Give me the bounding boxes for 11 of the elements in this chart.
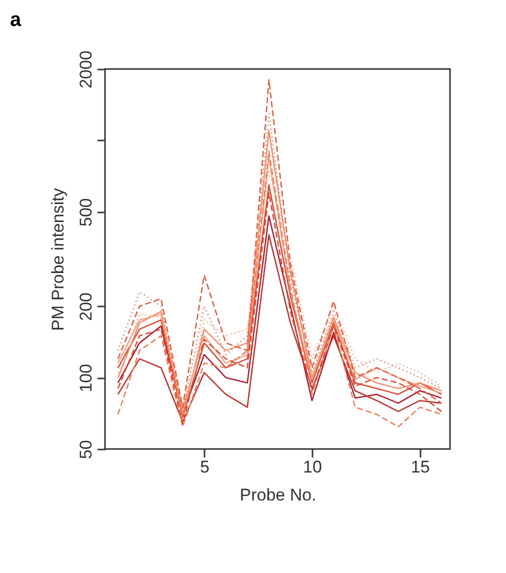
x-axis-title: Probe No. [240,486,316,504]
chart-title: a [10,9,22,32]
y-axis-title: PM Probe intensity [48,188,68,331]
x-tick-label: 5 [200,458,210,476]
y-tick-label: 50 [76,440,96,459]
y-tick-label: 200 [76,292,96,321]
y-tick-label: 100 [76,364,96,392]
x-tick-label: 15 [410,458,430,476]
y-tick-label: 2000 [76,50,96,88]
x-tick-label: 10 [303,458,322,476]
y-tick-label: 500 [76,198,96,226]
